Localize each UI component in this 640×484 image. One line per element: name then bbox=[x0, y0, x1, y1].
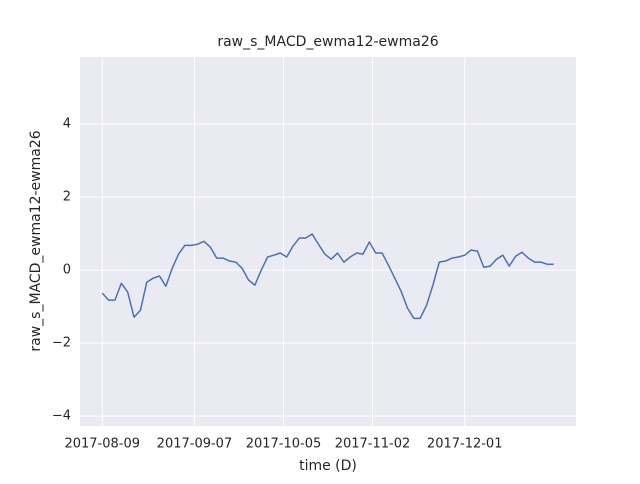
y-axis-label: raw_s_MACD_ewma12-ewma26 bbox=[28, 130, 44, 351]
y-tick-label: −2 bbox=[52, 336, 71, 351]
y-tick-label: 2 bbox=[63, 190, 71, 205]
x-axis-label: time (D) bbox=[299, 458, 357, 474]
y-tick-label: 0 bbox=[63, 263, 71, 278]
x-tick-label: 2017-12-01 bbox=[427, 437, 503, 452]
y-tick-label: 4 bbox=[63, 117, 71, 132]
x-tick-label: 2017-10-05 bbox=[246, 437, 322, 452]
plot-area bbox=[80, 57, 576, 426]
x-tick-label: 2017-09-07 bbox=[157, 437, 233, 452]
y-tick-label: −4 bbox=[52, 409, 71, 424]
chart-title: raw_s_MACD_ewma12-ewma26 bbox=[217, 34, 438, 50]
x-tick-label: 2017-11-02 bbox=[335, 437, 411, 452]
x-tick-label: 2017-08-09 bbox=[64, 437, 140, 452]
line bbox=[101, 233, 554, 320]
